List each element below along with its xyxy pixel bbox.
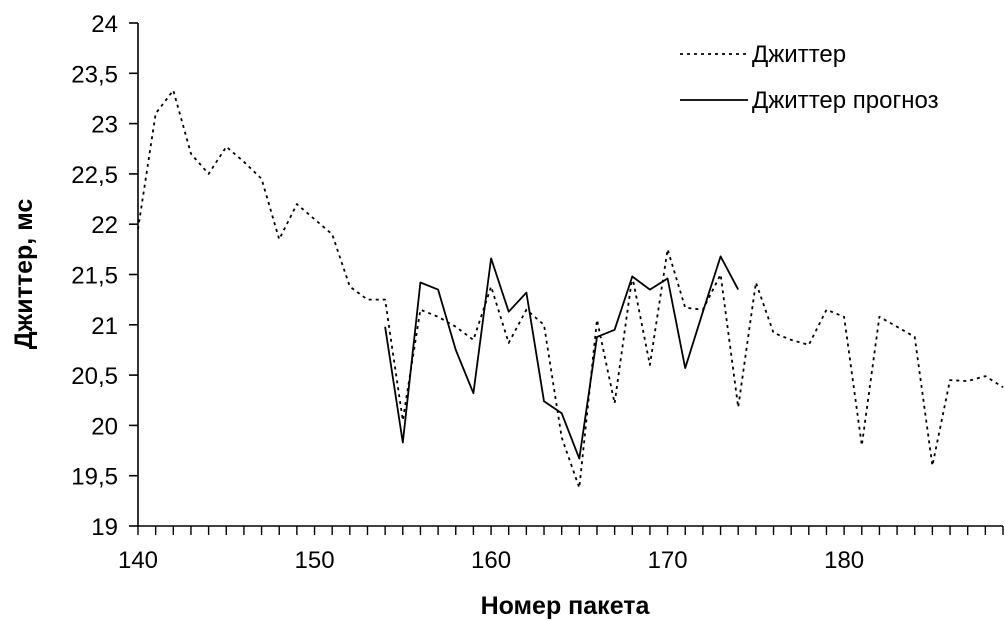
legend-label-dzhitter-prognoz: Джиттер прогноз [752, 87, 939, 114]
y-axis-title: Джиттер, мс [10, 199, 38, 350]
x-tick-label: 160 [471, 547, 511, 574]
y-tick-label: 22,5 [71, 162, 118, 189]
y-tick-label: 20,5 [71, 363, 118, 390]
x-axis-ticks: 140 150 160 170 180 [118, 526, 1004, 574]
y-tick-label: 19 [91, 514, 118, 541]
legend-label-dzhitter: Джиттер [752, 41, 846, 68]
y-tick-label: 21 [91, 313, 118, 340]
series-layer [137, 89, 1004, 489]
y-tick-label: 19,5 [71, 464, 118, 491]
x-tick-label: 140 [118, 547, 158, 574]
y-tick-label: 21,5 [71, 263, 118, 290]
series-line-dzhitter-prognoz [384, 255, 739, 460]
y-tick-label: 23,5 [71, 61, 118, 88]
legend: Джиттер Джиттер прогноз [680, 41, 939, 114]
x-tick-label: 170 [648, 547, 688, 574]
y-axis-ticks: 19 19,5 20 20,5 21 21,5 22 22,5 23 23,5 24 [71, 11, 138, 541]
y-tick-label: 24 [91, 11, 118, 38]
x-axis-title: Номер пакета [481, 592, 651, 620]
y-tick-label: 23 [91, 112, 118, 139]
y-tick-label: 22 [91, 212, 118, 239]
x-tick-label: 150 [295, 547, 335, 574]
series-line-dzhitter [137, 89, 1004, 489]
y-tick-label: 20 [91, 413, 118, 440]
x-tick-label: 180 [824, 547, 864, 574]
